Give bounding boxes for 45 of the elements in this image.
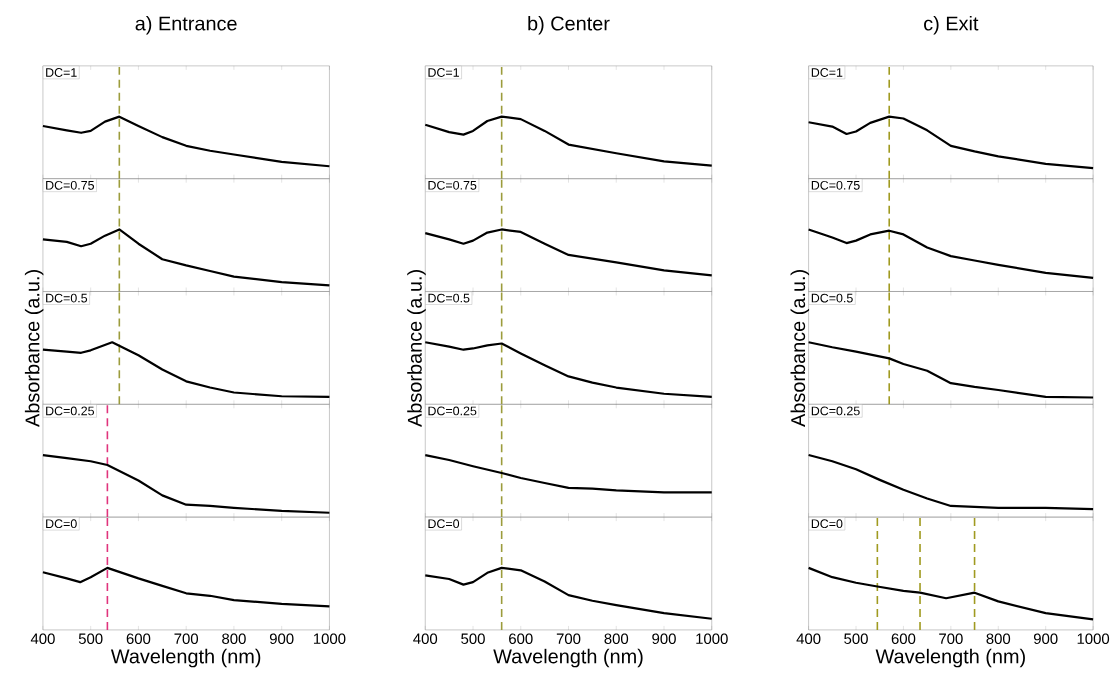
text: DC=0 (811, 519, 843, 529)
x-tick-label: 400 (30, 633, 55, 645)
text: DC=0.25 (811, 406, 860, 416)
x-axis-title: Wavelength (nm) (875, 648, 1025, 668)
x-tick-label: 400 (413, 633, 438, 645)
text: DC=0.75 (46, 180, 95, 190)
x-axis-title: Wavelength (nm) (110, 648, 261, 668)
text: DC=0 (428, 519, 460, 529)
chart-title: c) Exit (924, 16, 979, 35)
x-tick-label: 500 (78, 633, 103, 645)
chart-title: b) Center (528, 16, 610, 35)
x-tick-label: 1000 (1077, 633, 1110, 645)
x-tick-label: 400 (796, 633, 821, 645)
x-tick-label: 600 (891, 633, 916, 645)
x-tick-label: 600 (126, 633, 151, 645)
x-tick-label: 900 (269, 633, 294, 645)
x-tick-label: 700 (556, 633, 581, 645)
text: DC=0.75 (428, 180, 477, 190)
text: DC=0.5 (428, 293, 470, 303)
x-tick-label: 800 (222, 633, 246, 645)
x-tick-label: 800 (986, 633, 1011, 645)
x-tick-label: 900 (652, 633, 676, 645)
x-tick-label: 700 (939, 633, 963, 645)
x-tick-label: 500 (461, 633, 485, 645)
text: DC=1 (428, 68, 459, 77)
text: DC=0.75 (811, 180, 860, 190)
text: DC=1 (811, 68, 843, 77)
chart-title: a) Entrance (135, 16, 237, 35)
y-axis-title: Absorbance (a.u.) (24, 270, 44, 428)
x-axis-title: Wavelength (nm) (493, 648, 643, 668)
y-axis-title: Absorbance (a.u.) (790, 270, 810, 428)
x-tick-label: 800 (604, 633, 629, 645)
text: DC=0.25 (46, 406, 95, 416)
x-tick-label: 900 (1033, 633, 1058, 645)
x-tick-label: 1000 (313, 633, 346, 645)
x-tick-label: 1000 (696, 633, 728, 645)
y-axis-title: Absorbance (a.u.) (407, 270, 426, 428)
text: DC=0.25 (428, 406, 477, 416)
x-tick-label: 700 (174, 633, 199, 645)
text: DC=0.5 (46, 293, 88, 303)
x-tick-label: 600 (509, 633, 533, 645)
text: DC=1 (46, 68, 77, 77)
text: DC=0 (46, 519, 77, 529)
text: DC=0.5 (811, 293, 853, 303)
x-tick-label: 500 (844, 633, 868, 645)
